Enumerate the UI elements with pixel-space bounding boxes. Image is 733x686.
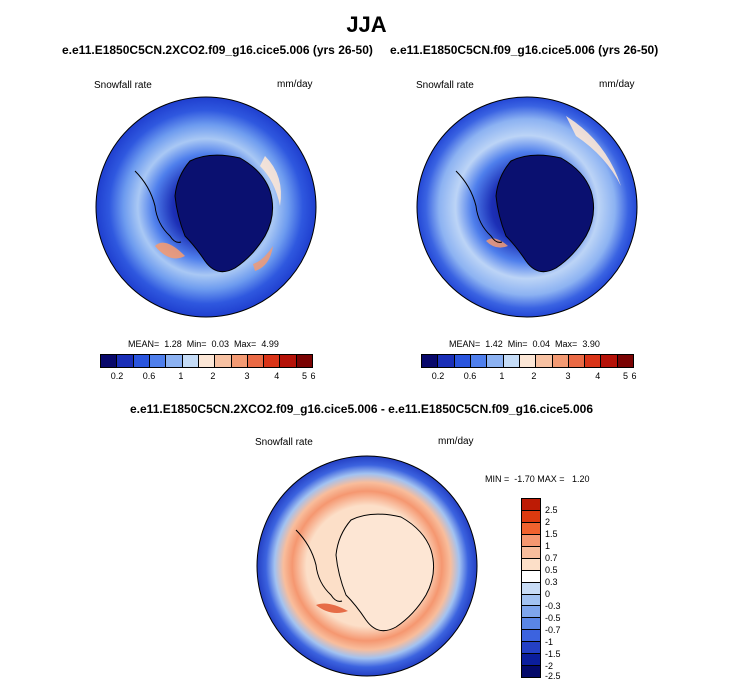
dcbar-tick: -2.5	[545, 671, 561, 681]
panel-2-variable-label: Snowfall rate	[416, 80, 474, 91]
diff-colorbar	[521, 498, 541, 678]
dcbar-tick: -2	[545, 661, 554, 671]
panel-1-colorbar-labels: 0.2 0.6 1 2 3 4 5 6	[100, 371, 316, 383]
panel-1-warm-patch-east	[253, 246, 273, 271]
cbar2-tick: 1	[499, 371, 505, 381]
panel-1-map	[95, 96, 317, 318]
panel-1-peninsula	[134, 170, 182, 243]
panel-2-warm-patch	[486, 238, 508, 248]
cbar1-tick: 0.2	[110, 371, 124, 381]
figure-title: JJA	[346, 12, 387, 37]
dcbar-tick: -0.3	[545, 601, 561, 611]
panel-2-stats: MEAN= 1.42 Min= 0.04 Max= 3.90	[449, 339, 600, 349]
panel-1-colorbar	[100, 354, 313, 368]
dcbar-tick: -0.5	[545, 613, 561, 623]
panel-1-warm-patch-west	[155, 242, 185, 259]
panel-2-antarctica	[495, 154, 595, 273]
dcbar-tick: 0.5	[545, 565, 558, 575]
cbar1-tick: 1	[178, 371, 184, 381]
panel-2-peninsula	[455, 170, 503, 243]
dcbar-tick: -1.5	[545, 649, 561, 659]
dcbar-tick: 0	[545, 589, 551, 599]
panel-1-antarctica	[174, 154, 274, 273]
dcbar-tick: -0.7	[545, 625, 561, 635]
cbar1-tick: 4	[274, 371, 280, 381]
cbar2-tick: 2	[531, 371, 537, 381]
diff-panel-units-label: mm/day	[438, 436, 474, 447]
diff-panel-peninsula	[295, 529, 343, 602]
panel-1-light-patch	[260, 156, 281, 206]
panel-1-title: e.e11.E1850C5CN.2XCO2.f09_g16.cice5.006 …	[62, 43, 373, 57]
diff-panel-title: e.e11.E1850C5CN.2XCO2.f09_g16.cice5.006 …	[130, 402, 593, 416]
dcbar-tick: 0.7	[545, 553, 558, 563]
panel-2-light-patch	[566, 116, 621, 186]
diff-panel-variable-label: Snowfall rate	[255, 437, 313, 448]
panel-2-title: e.e11.E1850C5CN.f09_g16.cice5.006 (yrs 2…	[390, 43, 659, 57]
cbar1-tick: 0.6	[142, 371, 156, 381]
cbar2-tick: 6	[631, 371, 637, 381]
dcbar-tick: 1.5	[545, 529, 558, 539]
diff-colorbar-labels: 2.5 2 1.5 1 0.7 0.5 0.3 0 -0.3 -0.5 -0.7…	[545, 498, 585, 681]
diff-panel-stats: MIN = -1.70 MAX = 1.20	[485, 474, 590, 484]
panel-1-variable-label: Snowfall rate	[94, 80, 152, 91]
panel-2-colorbar	[421, 354, 634, 368]
cbar1-tick: 3	[244, 371, 250, 381]
dcbar-tick: 0.3	[545, 577, 558, 587]
panel-2-units-label: mm/day	[599, 79, 635, 90]
cbar1-tick: 5	[301, 371, 307, 381]
panel-2-map	[416, 96, 638, 318]
cbar2-tick: 0.6	[463, 371, 477, 381]
cbar2-tick: 0.2	[431, 371, 445, 381]
dcbar-tick: 2.5	[545, 505, 558, 515]
panel-1-units-label: mm/day	[277, 79, 313, 90]
cbar2-tick: 3	[565, 371, 571, 381]
diff-panel-map	[256, 455, 478, 677]
diff-panel-antarctica	[335, 513, 435, 632]
cbar1-tick: 2	[210, 371, 216, 381]
panel-1-stats: MEAN= 1.28 Min= 0.03 Max= 4.99	[128, 339, 279, 349]
panel-2-colorbar-labels: 0.2 0.6 1 2 3 4 5 6	[421, 371, 637, 383]
cbar2-tick: 4	[595, 371, 601, 381]
dcbar-tick: 1	[545, 541, 551, 551]
cbar2-tick: 5	[622, 371, 628, 381]
cbar1-tick: 6	[310, 371, 316, 381]
diff-panel-warm-edge	[316, 603, 348, 613]
dcbar-tick: 2	[545, 517, 551, 527]
dcbar-tick: -1	[545, 637, 554, 647]
